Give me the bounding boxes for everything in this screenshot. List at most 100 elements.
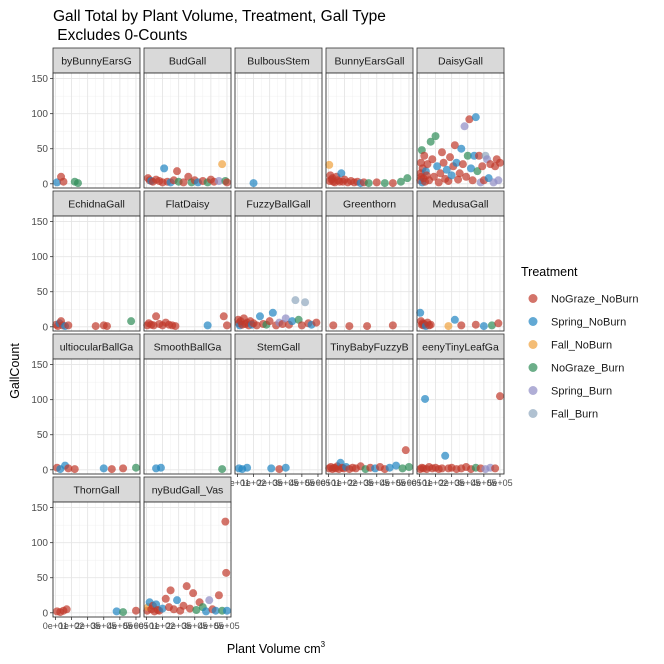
facet-panel-border: [234, 72, 323, 189]
facet-plot-area: [53, 359, 140, 474]
data-point: [403, 174, 412, 183]
data-point: [460, 122, 469, 131]
facet-strip: [325, 47, 414, 74]
facet-panel-border: [416, 358, 505, 475]
x-tick-label: 3e+05: [455, 478, 480, 488]
data-point: [479, 322, 488, 331]
data-point: [158, 604, 167, 613]
data-point: [442, 165, 451, 174]
data-point: [457, 321, 466, 330]
facet-plot-area: [53, 73, 140, 188]
data-point: [91, 322, 100, 331]
facet-plot-area: [417, 216, 504, 331]
data-point: [444, 322, 453, 331]
data-point: [214, 176, 223, 185]
facet-plot-area: [235, 216, 322, 331]
x-tick-label: 2e+05: [75, 621, 100, 631]
legend-item: Fall_Burn: [528, 409, 598, 421]
data-point: [434, 178, 443, 187]
legend-label: Spring_Burn: [551, 386, 612, 398]
data-point: [433, 162, 442, 171]
facet-panel: MedusaGall: [416, 190, 505, 332]
x-axis-label: Plant Volume cm3: [227, 640, 326, 656]
y-tick-label: 100: [31, 109, 48, 120]
data-point: [218, 160, 227, 169]
x-tick-label: 1e+02: [59, 621, 84, 631]
data-point: [192, 605, 201, 614]
facet-plot-area: [235, 359, 322, 474]
data-point: [380, 179, 389, 188]
data-point: [99, 464, 108, 473]
data-point: [325, 160, 334, 169]
facet-strip: [143, 190, 232, 217]
facet-panel-border: [143, 215, 232, 332]
data-point: [329, 321, 338, 330]
y-tick-label: 150: [31, 74, 48, 85]
facet-plot-area: [53, 216, 140, 331]
legend-item: NoGraze_NoBurn: [528, 294, 638, 306]
data-point: [70, 465, 79, 474]
data-point: [127, 317, 136, 326]
data-point: [221, 517, 230, 526]
data-point: [404, 462, 413, 471]
data-point: [169, 605, 178, 614]
data-point: [437, 148, 446, 157]
facet-panel-border: [52, 501, 141, 618]
data-point: [388, 321, 397, 330]
facet-strip-label: ultiocularBallGa: [60, 342, 134, 354]
y-tick-label: 50: [37, 144, 49, 155]
x-tick-label: 3e+05: [273, 478, 298, 488]
facet-panel-border: [234, 215, 323, 332]
x-tick-label: 2e+05: [257, 478, 282, 488]
x-tick-label: 3e+05: [182, 621, 207, 631]
y-tick-label: 150: [31, 503, 48, 514]
y-tick-label: 0: [42, 465, 48, 476]
facet-strip-label: DaisyGall: [438, 56, 483, 68]
legend-key: [528, 363, 538, 372]
facet-panel: Greenthorn: [325, 190, 414, 332]
facet-panel: BudGall: [143, 47, 232, 189]
x-tick-label: 5e+05: [305, 478, 330, 488]
data-point: [401, 446, 410, 455]
data-point: [205, 596, 214, 605]
data-point: [301, 298, 310, 307]
data-point: [219, 312, 228, 321]
facet-panel: SmoothBallGa: [143, 333, 232, 475]
data-point: [73, 179, 82, 188]
x-tick-label: 5e+05: [214, 621, 239, 631]
facet-panel: ThornGall 0 50 100 150 0e+011e+022e+053e+054e…: [31, 476, 149, 631]
facet-panel: TinyBabyFuzzyB 0e+011e+022e+053e+054e+055…: [316, 333, 422, 488]
data-point: [62, 605, 71, 614]
data-point: [416, 308, 425, 317]
data-point: [471, 320, 480, 329]
facet-plot-area: [144, 502, 231, 617]
data-point: [463, 151, 472, 160]
data-point: [281, 314, 290, 323]
x-tick-label: 4e+05: [198, 621, 223, 631]
data-point: [465, 115, 474, 124]
legend-label: Spring_NoBurn: [551, 317, 626, 329]
data-point: [222, 606, 231, 615]
legend: Treatment NoGraze_NoBurn Spring_NoBurn Fal…: [521, 265, 638, 421]
data-point: [218, 465, 227, 474]
facet-panel-border: [234, 358, 323, 475]
y-tick-label: 0: [42, 179, 48, 190]
data-point: [222, 321, 231, 330]
data-point: [468, 176, 477, 185]
data-point: [214, 591, 223, 600]
data-point: [211, 606, 220, 615]
y-tick-label: 50: [37, 573, 49, 584]
data-point: [495, 158, 504, 167]
data-point: [156, 463, 165, 472]
data-point: [447, 171, 456, 180]
facet-plot-area: [417, 359, 504, 474]
facet-strip-label: MedusaGall: [432, 199, 488, 211]
data-point: [281, 463, 290, 472]
facet-panel-border: [52, 358, 141, 475]
x-tick-label: 2e+05: [439, 478, 464, 488]
data-point: [64, 321, 73, 330]
legend-key: [528, 386, 538, 395]
legend-key: [528, 340, 538, 349]
facet-panel-border: [143, 358, 232, 475]
data-point: [396, 177, 405, 186]
